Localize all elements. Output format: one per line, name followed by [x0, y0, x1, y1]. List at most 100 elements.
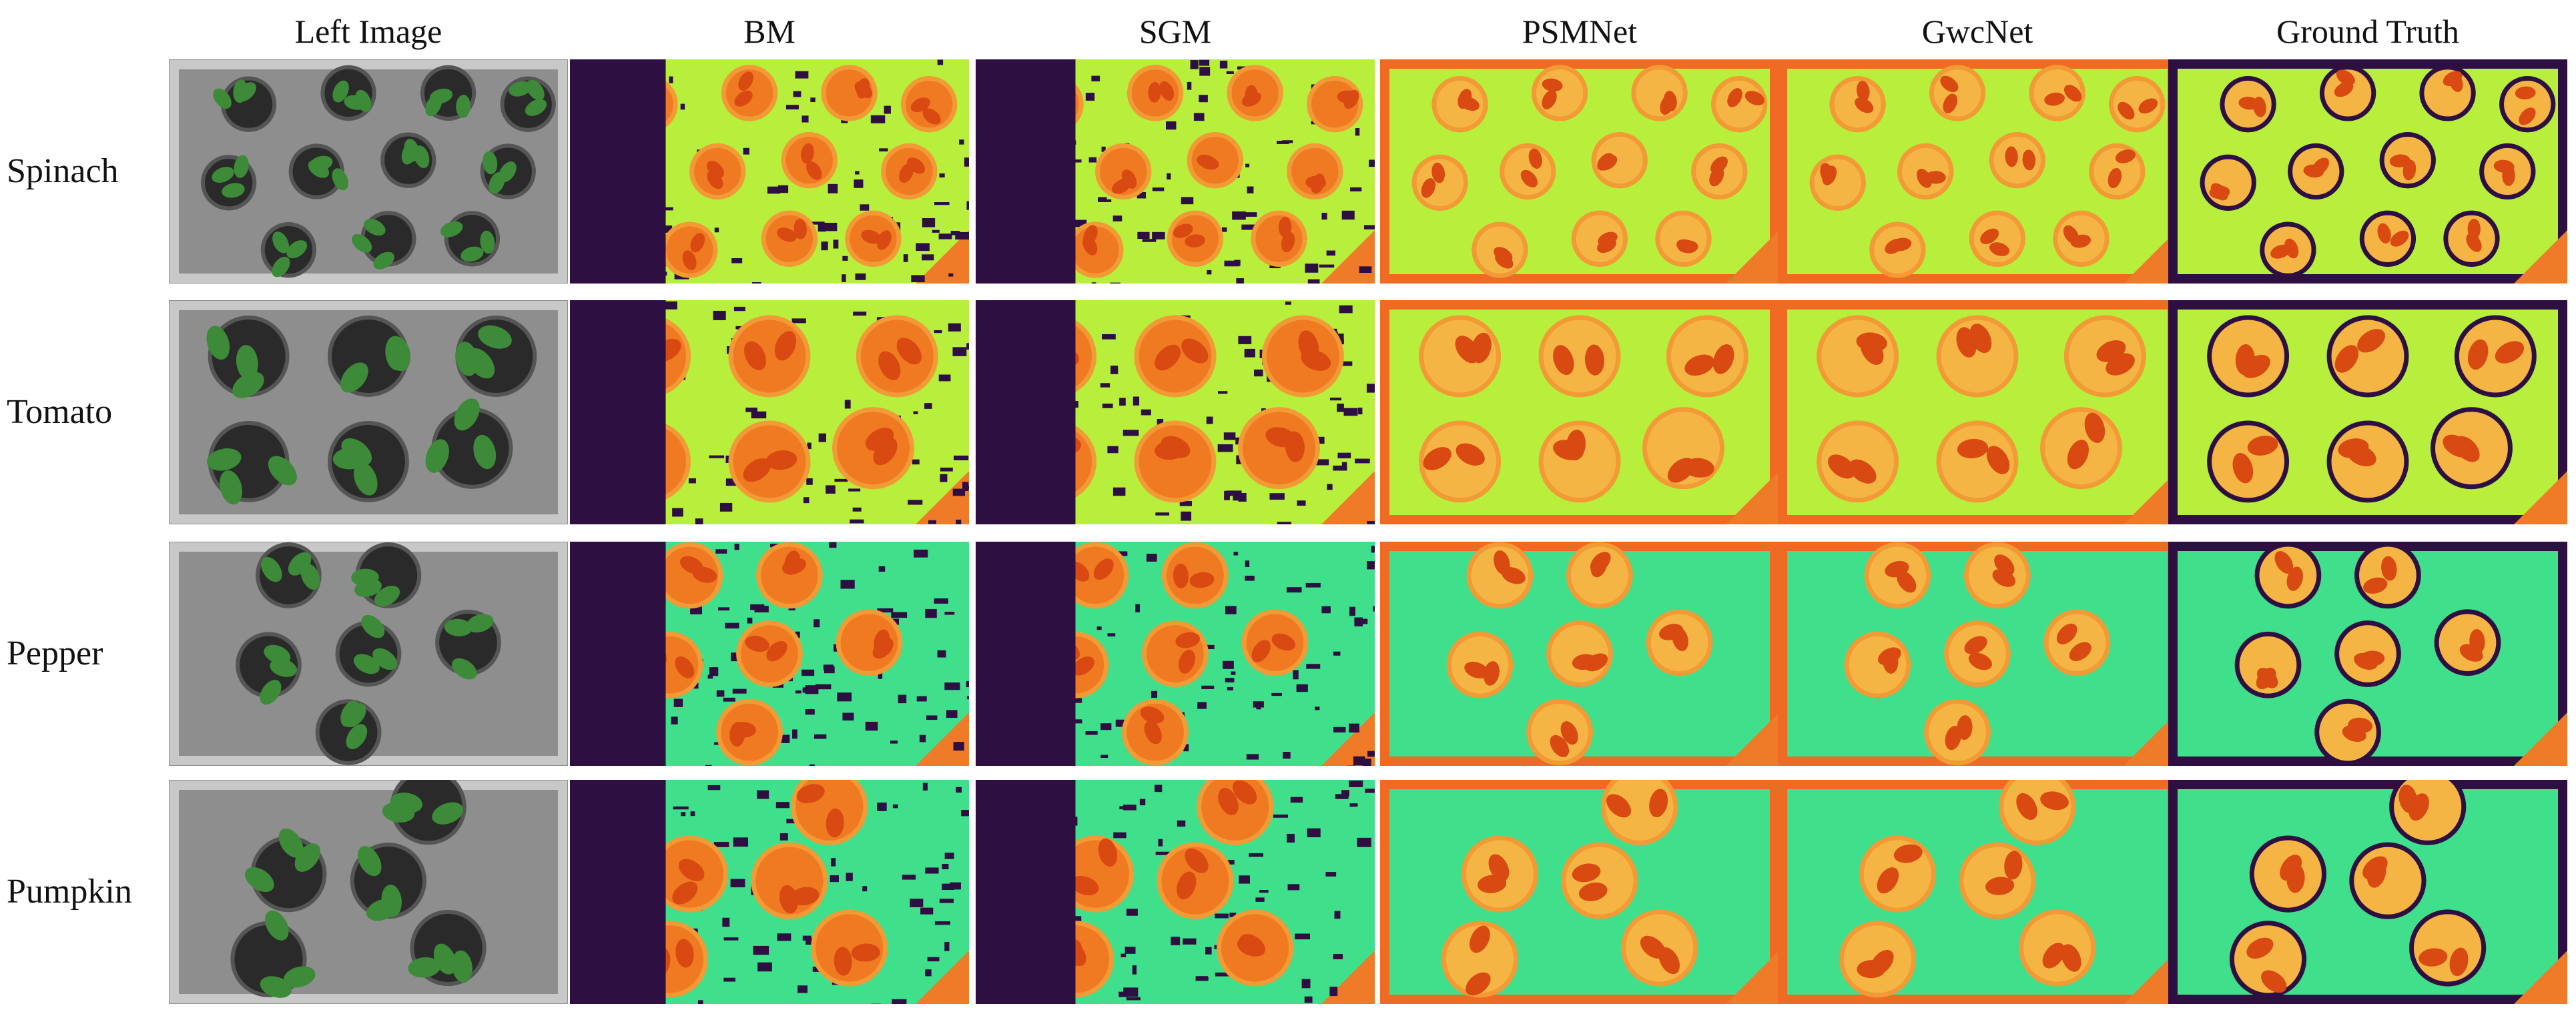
noise-speck — [795, 631, 800, 638]
noise-speck — [705, 764, 712, 766]
noise-speck — [853, 312, 867, 316]
leaf — [236, 345, 258, 380]
leaf-depth — [1542, 78, 1563, 92]
noise-speck — [891, 618, 900, 625]
noise-speck — [1295, 933, 1311, 940]
leaf — [283, 966, 316, 988]
noise-speck — [1315, 706, 1320, 710]
leaf-depth — [2256, 668, 2278, 688]
pot-depth — [2234, 631, 2302, 698]
noise-speck — [1225, 606, 1237, 614]
noise-speck — [1325, 872, 1337, 877]
leaf-depth — [1093, 558, 1114, 580]
leaf-depth — [1241, 91, 1261, 107]
pot-depth — [2326, 315, 2409, 398]
leaf — [268, 456, 297, 486]
noise-speck — [661, 301, 677, 310]
noise-speck — [814, 619, 820, 628]
leaf-depth — [678, 859, 705, 881]
noise-speck — [803, 497, 810, 504]
leaf — [382, 802, 415, 823]
leaf-depth — [1985, 877, 2015, 895]
leaf — [264, 644, 291, 664]
noise-speck — [1085, 93, 1095, 101]
noise-speck — [751, 411, 767, 419]
noise-speck — [942, 883, 954, 891]
noise-speck — [1349, 781, 1363, 787]
leaf-depth — [2247, 436, 2278, 456]
leaf-depth — [1177, 871, 1197, 900]
noise-speck — [1245, 575, 1255, 581]
noise-speck — [1286, 587, 1302, 593]
noise-speck — [1116, 551, 1128, 556]
noise-speck — [1367, 521, 1375, 524]
leaf-depth — [1940, 75, 1959, 93]
noise-speck — [898, 694, 907, 704]
leaf — [332, 80, 349, 103]
leaf-depth — [2338, 438, 2369, 458]
leaf-depth — [1553, 345, 1574, 376]
column-header: PSMNet — [1522, 13, 1638, 50]
image-cell — [976, 59, 1375, 284]
pot-depth — [756, 542, 823, 609]
noise-speck — [940, 474, 948, 482]
noise-speck — [1271, 692, 1282, 696]
pot-depth — [1655, 210, 1712, 267]
leaf-depth — [777, 227, 797, 242]
leaf-depth — [1606, 794, 1631, 818]
noise-speck — [1229, 913, 1237, 917]
pot-depth — [2499, 76, 2556, 133]
invalid-strip — [976, 59, 1076, 284]
noise-speck — [673, 698, 683, 707]
leaf-depth — [2443, 434, 2472, 458]
leaf-depth — [922, 108, 941, 125]
leaf-depth — [1542, 89, 1557, 109]
noise-speck — [1333, 954, 1343, 959]
corner-wedge — [1726, 712, 1779, 766]
noise-speck — [912, 459, 920, 465]
noise-speck — [1205, 947, 1212, 955]
leaf-depth — [1495, 252, 1514, 269]
noise-speck — [673, 806, 689, 810]
noise-speck — [1305, 264, 1319, 273]
depth-border — [2168, 780, 2567, 1004]
noise-speck — [1199, 95, 1208, 103]
noise-speck — [1113, 832, 1126, 839]
leaf-depth — [1301, 350, 1331, 371]
noise-speck — [672, 508, 683, 517]
leaf-depth — [1849, 459, 1877, 484]
noise-speck — [1181, 197, 1194, 205]
noise-speck — [1115, 719, 1128, 727]
leaf-depth — [2312, 157, 2330, 175]
leaf-depth — [1423, 447, 1452, 470]
noise-speck — [1098, 199, 1112, 202]
pot-depth — [2349, 842, 2427, 919]
noise-speck — [707, 785, 721, 791]
noise-speck — [1102, 403, 1113, 408]
leaf-depth — [1584, 344, 1604, 376]
leaf — [232, 372, 264, 398]
noise-speck — [1122, 430, 1139, 436]
leaf — [408, 957, 441, 978]
noise-speck — [1319, 264, 1335, 268]
leaf-depth — [1877, 867, 1899, 894]
noise-speck — [1222, 660, 1234, 669]
noise-speck — [1155, 512, 1170, 516]
noise-speck — [1243, 212, 1257, 217]
noise-speck — [1151, 690, 1158, 698]
noise-speck — [1107, 633, 1116, 637]
noise-speck — [916, 696, 927, 702]
noise-speck — [1297, 500, 1306, 506]
noise-speck — [1355, 128, 1360, 136]
pot-depth — [836, 609, 903, 676]
noise-speck — [855, 273, 866, 280]
noise-speck — [786, 819, 795, 824]
leaf-depth — [1677, 240, 1698, 253]
noise-speck — [1119, 806, 1124, 810]
leaf-depth — [2336, 69, 2355, 85]
noise-speck — [1241, 224, 1256, 230]
image-cell — [976, 780, 1375, 1004]
pot-depth — [2200, 154, 2256, 211]
image-cell — [2168, 780, 2567, 1004]
